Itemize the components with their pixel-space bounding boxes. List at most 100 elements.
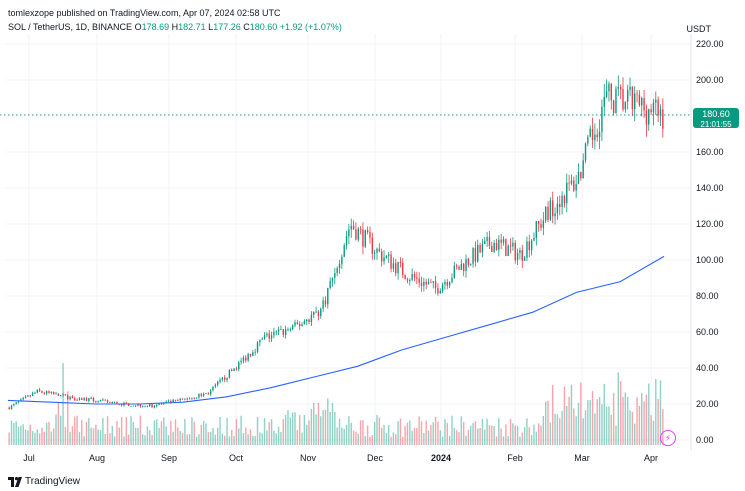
candle-body[interactable] — [43, 392, 46, 394]
candle-body[interactable] — [301, 324, 303, 326]
candle-body[interactable] — [57, 393, 60, 396]
candle-body[interactable] — [446, 282, 448, 286]
candle-body[interactable] — [179, 398, 181, 401]
candle-body[interactable] — [45, 391, 48, 394]
candle-body[interactable] — [385, 255, 388, 258]
candle-body[interactable] — [638, 94, 641, 106]
candle-body[interactable] — [364, 230, 366, 247]
candle-body[interactable] — [156, 404, 158, 407]
candle-body[interactable] — [373, 252, 376, 254]
candle-body[interactable] — [336, 268, 338, 274]
candle-body[interactable] — [22, 397, 24, 400]
candle-body[interactable] — [559, 203, 561, 207]
candle-body[interactable] — [31, 393, 34, 396]
candle-body[interactable] — [608, 83, 610, 92]
candle-body[interactable] — [320, 308, 322, 317]
candle-body[interactable] — [648, 109, 650, 125]
candle-body[interactable] — [158, 403, 160, 405]
candle-body[interactable] — [514, 242, 516, 261]
candle-body[interactable] — [568, 182, 570, 184]
candle-body[interactable] — [144, 406, 146, 408]
candle-body[interactable] — [399, 261, 402, 263]
candle-body[interactable] — [118, 403, 120, 405]
candle-body[interactable] — [60, 395, 62, 397]
candle-body[interactable] — [357, 228, 359, 240]
candle-body[interactable] — [209, 390, 212, 395]
candle-body[interactable] — [20, 399, 22, 402]
candle-body[interactable] — [277, 329, 280, 332]
candle-body[interactable] — [313, 311, 315, 315]
candle-body[interactable] — [617, 86, 620, 89]
candle-body[interactable] — [104, 399, 106, 401]
candle-body[interactable] — [484, 241, 486, 245]
candle-body[interactable] — [67, 395, 69, 400]
candle-body[interactable] — [601, 106, 603, 132]
candle-body[interactable] — [641, 97, 643, 106]
candle-body[interactable] — [521, 250, 523, 261]
candle-body[interactable] — [502, 239, 505, 243]
candle-body[interactable] — [631, 86, 634, 110]
candle-body[interactable] — [111, 402, 113, 403]
candle-body[interactable] — [596, 134, 598, 138]
candle-body[interactable] — [448, 282, 451, 286]
candle-body[interactable] — [27, 395, 29, 397]
candle-body[interactable] — [177, 400, 179, 401]
candle-body[interactable] — [530, 240, 533, 251]
candle-body[interactable] — [516, 252, 519, 261]
candle-body[interactable] — [254, 351, 256, 353]
candle-body[interactable] — [163, 402, 165, 404]
candle-body[interactable] — [78, 398, 81, 401]
candle-body[interactable] — [13, 404, 15, 406]
candle-body[interactable] — [184, 398, 186, 400]
candle-body[interactable] — [662, 109, 664, 129]
candle-body[interactable] — [561, 195, 563, 207]
candle-body[interactable] — [549, 200, 552, 220]
candle-body[interactable] — [273, 331, 275, 336]
candle-body[interactable] — [90, 398, 92, 399]
candle-body[interactable] — [362, 229, 364, 247]
candle-body[interactable] — [240, 360, 242, 363]
candle-body[interactable] — [214, 384, 217, 387]
candle-body[interactable] — [416, 277, 418, 279]
candle-body[interactable] — [160, 403, 163, 405]
candle-body[interactable] — [470, 263, 472, 265]
candle-body[interactable] — [406, 279, 409, 281]
candle-body[interactable] — [334, 273, 336, 278]
candle-body[interactable] — [594, 134, 596, 141]
candle-body[interactable] — [369, 232, 371, 238]
candle-body[interactable] — [451, 277, 453, 283]
candle-body[interactable] — [453, 265, 456, 278]
candle-body[interactable] — [352, 225, 355, 230]
candle-body[interactable] — [106, 400, 109, 403]
candle-body[interactable] — [130, 405, 132, 407]
candle-body[interactable] — [526, 241, 528, 258]
candle-body[interactable] — [198, 394, 200, 398]
candle-body[interactable] — [423, 281, 425, 286]
candle-body[interactable] — [310, 314, 313, 323]
candle-body[interactable] — [263, 335, 266, 339]
candle-body[interactable] — [378, 248, 381, 252]
candle-body[interactable] — [284, 329, 287, 335]
candle-body[interactable] — [85, 398, 88, 401]
candle-body[interactable] — [256, 342, 259, 352]
candle-body[interactable] — [76, 399, 78, 401]
candle-body[interactable] — [343, 245, 345, 257]
candle-body[interactable] — [460, 263, 463, 270]
candle-body[interactable] — [455, 265, 458, 267]
candle-body[interactable] — [289, 329, 292, 330]
candle-body[interactable] — [181, 398, 184, 400]
candle-body[interactable] — [219, 379, 221, 382]
candle-body[interactable] — [331, 277, 334, 281]
candle-body[interactable] — [474, 248, 477, 262]
candle-body[interactable] — [317, 311, 320, 317]
candle-body[interactable] — [226, 377, 228, 380]
candle-body[interactable] — [34, 392, 36, 394]
candle-body[interactable] — [479, 244, 481, 253]
candle-body[interactable] — [434, 281, 437, 288]
candle-body[interactable] — [659, 109, 662, 116]
candle-body[interactable] — [655, 99, 657, 103]
candle-body[interactable] — [123, 402, 125, 406]
candle-body[interactable] — [500, 239, 502, 243]
candle-body[interactable] — [270, 335, 273, 339]
candle-body[interactable] — [397, 261, 399, 274]
